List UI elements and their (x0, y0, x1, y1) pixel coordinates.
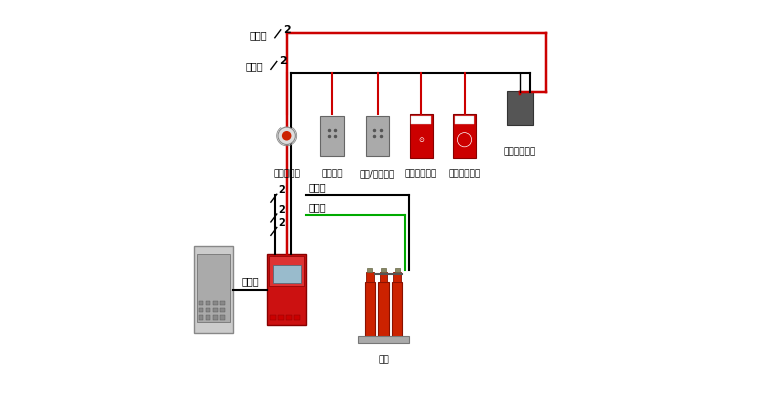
FancyBboxPatch shape (212, 315, 218, 320)
Text: 2: 2 (278, 205, 285, 215)
Text: 2: 2 (278, 218, 285, 228)
Text: 紧急启停按鈕: 紧急启停按鈕 (449, 170, 481, 178)
FancyBboxPatch shape (366, 116, 390, 156)
FancyBboxPatch shape (321, 116, 344, 156)
FancyBboxPatch shape (392, 282, 403, 338)
Text: 输入/输出模块: 输入/输出模块 (360, 170, 395, 178)
FancyBboxPatch shape (267, 254, 307, 326)
Text: ⊙: ⊙ (418, 137, 424, 143)
Circle shape (278, 127, 295, 144)
FancyBboxPatch shape (364, 282, 375, 338)
FancyBboxPatch shape (286, 315, 292, 320)
FancyBboxPatch shape (455, 116, 475, 124)
Text: 反馈线: 反馈线 (308, 202, 326, 212)
Text: 2: 2 (278, 185, 285, 195)
Text: 2: 2 (278, 57, 287, 66)
FancyBboxPatch shape (194, 246, 233, 334)
Circle shape (282, 131, 291, 140)
FancyBboxPatch shape (206, 300, 210, 305)
FancyBboxPatch shape (395, 268, 400, 272)
FancyBboxPatch shape (393, 272, 401, 282)
FancyBboxPatch shape (199, 315, 203, 320)
FancyBboxPatch shape (212, 308, 218, 312)
FancyBboxPatch shape (220, 300, 225, 305)
FancyBboxPatch shape (199, 308, 203, 312)
FancyBboxPatch shape (410, 114, 433, 158)
FancyBboxPatch shape (220, 308, 225, 312)
Text: 声光警报器: 声光警报器 (273, 170, 300, 178)
Text: 输入模块: 输入模块 (321, 170, 343, 178)
Text: 手自动转换盒: 手自动转换盒 (405, 170, 437, 178)
FancyBboxPatch shape (270, 315, 276, 320)
FancyBboxPatch shape (381, 268, 386, 272)
FancyBboxPatch shape (380, 272, 387, 282)
Text: 通讯线: 通讯线 (242, 276, 259, 286)
FancyBboxPatch shape (367, 268, 372, 272)
Text: 喷洒线: 喷洒线 (308, 182, 326, 192)
FancyBboxPatch shape (269, 256, 304, 286)
Text: 气体释放警报: 气体释放警报 (504, 148, 536, 157)
FancyBboxPatch shape (358, 336, 409, 343)
Text: 2: 2 (283, 25, 291, 35)
FancyBboxPatch shape (212, 300, 218, 305)
FancyBboxPatch shape (294, 315, 300, 320)
FancyBboxPatch shape (220, 315, 225, 320)
Text: 信号线: 信号线 (245, 62, 263, 72)
FancyBboxPatch shape (366, 272, 374, 282)
FancyBboxPatch shape (411, 116, 431, 124)
FancyBboxPatch shape (199, 300, 203, 305)
FancyBboxPatch shape (197, 254, 230, 322)
Circle shape (457, 133, 472, 147)
FancyBboxPatch shape (453, 114, 476, 158)
Text: 电源线: 电源线 (249, 30, 267, 40)
Text: 钢瓶: 钢瓶 (378, 355, 389, 364)
FancyBboxPatch shape (273, 265, 301, 283)
FancyBboxPatch shape (206, 315, 210, 320)
FancyBboxPatch shape (507, 91, 533, 125)
FancyBboxPatch shape (206, 308, 210, 312)
FancyBboxPatch shape (278, 315, 285, 320)
FancyBboxPatch shape (378, 282, 389, 338)
